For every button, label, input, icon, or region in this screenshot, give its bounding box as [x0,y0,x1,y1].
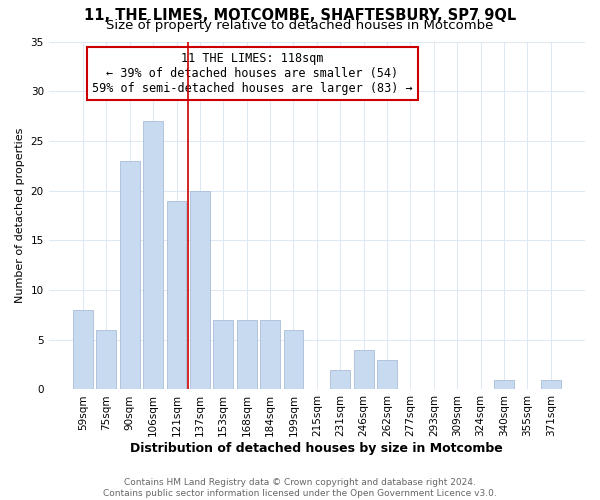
Bar [353,350,374,390]
Bar [167,200,187,390]
Bar [143,121,163,390]
Bar [541,380,560,390]
Bar [284,330,304,390]
X-axis label: Distribution of detached houses by size in Motcombe: Distribution of detached houses by size … [130,442,503,455]
Text: Size of property relative to detached houses in Motcombe: Size of property relative to detached ho… [106,19,494,32]
Bar [73,310,93,390]
Bar [494,380,514,390]
Bar [97,330,116,390]
Bar [120,161,140,390]
Bar [190,190,210,390]
Text: Contains HM Land Registry data © Crown copyright and database right 2024.
Contai: Contains HM Land Registry data © Crown c… [103,478,497,498]
Text: 11, THE LIMES, MOTCOMBE, SHAFTESBURY, SP7 9QL: 11, THE LIMES, MOTCOMBE, SHAFTESBURY, SP… [84,8,516,22]
Y-axis label: Number of detached properties: Number of detached properties [15,128,25,303]
Bar [260,320,280,390]
Text: 11 THE LIMES: 118sqm
← 39% of detached houses are smaller (54)
59% of semi-detac: 11 THE LIMES: 118sqm ← 39% of detached h… [92,52,413,95]
Bar [377,360,397,390]
Bar [237,320,257,390]
Bar [330,370,350,390]
Bar [214,320,233,390]
